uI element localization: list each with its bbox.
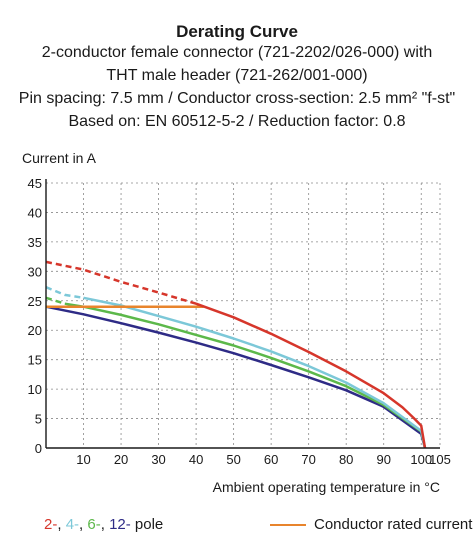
legend-rated-current: Conductor rated current (270, 516, 472, 533)
axes (45, 179, 440, 449)
y-tick-label: 20 (28, 323, 42, 338)
series-lines (45, 260, 427, 449)
series-6-pole-line (64, 302, 427, 449)
chart-subtitle-line-3: Pin spacing: 7.5 mm / Conductor cross-se… (18, 90, 456, 107)
x-tick-label: 50 (226, 452, 240, 467)
x-tick-label: 70 (301, 452, 315, 467)
y-tick-label: 45 (28, 176, 42, 191)
legend-separator: , (57, 516, 66, 533)
legend-rated-current-label: Conductor rated current (314, 516, 473, 533)
legend-pole-0: 2- (44, 516, 58, 533)
legend-pole-3: 12- (109, 516, 131, 533)
x-tick-label: 60 (264, 452, 278, 467)
x-axis-label: Ambient operating temperature in °C (213, 479, 440, 495)
y-tick-label: 30 (28, 264, 42, 279)
legend-pole-2: 6- (87, 516, 101, 533)
legend-poles: 2-, 4-, 6-, 12- pole (44, 516, 163, 533)
series-2-pole-line (195, 302, 427, 449)
x-tick-label: 105 (429, 452, 451, 467)
x-tick-label: 30 (151, 452, 165, 467)
x-tick-label: 80 (339, 452, 353, 467)
series-6-pole-dashed (45, 296, 66, 305)
y-tick-label: 35 (28, 235, 42, 250)
y-tick-label: 15 (28, 353, 42, 368)
x-tick-label: 90 (376, 452, 390, 467)
x-tick-label: 40 (189, 452, 203, 467)
series-4-pole-dashed (45, 286, 84, 300)
chart-subtitle-line-4: Based on: EN 60512-5-2 / Reduction facto… (68, 113, 406, 130)
legend-pole-1: 4- (65, 516, 80, 533)
legend-separator: , (79, 516, 88, 533)
chart-title: Derating Curve (176, 22, 298, 41)
x-tick-label: 20 (114, 452, 128, 467)
series-2-pole-dashed (45, 260, 197, 305)
legend-pole-suffix: pole (130, 516, 164, 533)
chart-subtitle-line-2: THT male header (721-262/001-000) (106, 67, 368, 84)
y-axis-label: Current in A (22, 150, 97, 166)
x-tick-label: 10 (76, 452, 90, 467)
y-tick-label: 0 (35, 441, 42, 456)
legend-separator: , (100, 516, 110, 533)
grid (46, 182, 441, 448)
y-tick-label: 25 (28, 294, 42, 309)
y-tick-label: 40 (28, 205, 42, 220)
chart-subtitle-line-1: 2-conductor female connector (721-2202/0… (41, 44, 433, 61)
series-12-pole-line (45, 305, 427, 449)
y-tick-label: 10 (28, 382, 42, 397)
legend-pole-list: 2-, 4-, 6-, 12- (44, 516, 131, 533)
x-tick-label: 100 (410, 452, 432, 467)
y-tick-label: 5 (35, 412, 42, 427)
legend-rated-current-swatch (270, 524, 306, 527)
series-4-pole-line (83, 296, 427, 449)
